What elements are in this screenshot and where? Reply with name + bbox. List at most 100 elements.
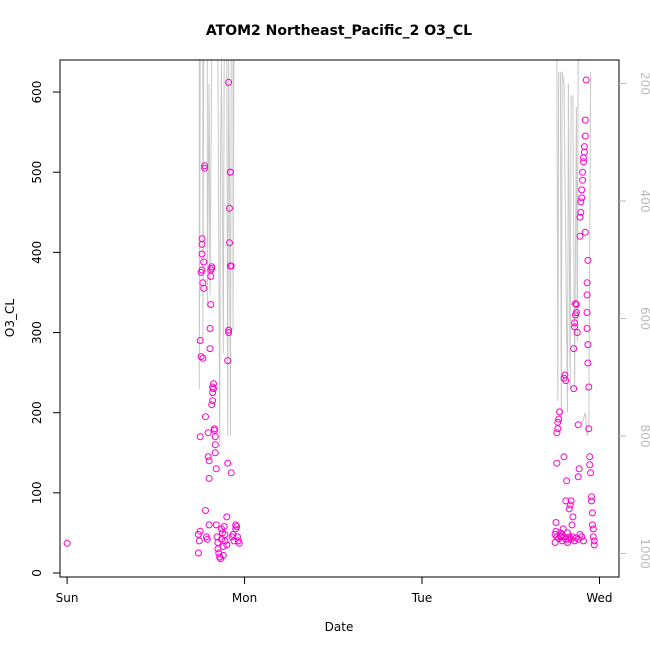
data-point xyxy=(234,533,241,541)
data-point xyxy=(204,453,212,461)
data-point xyxy=(223,513,231,521)
data-point xyxy=(555,415,563,423)
data-point xyxy=(560,453,568,461)
data-point xyxy=(583,325,591,332)
data-point xyxy=(587,469,595,477)
data-point xyxy=(585,425,593,433)
data-point xyxy=(585,383,593,391)
data-point xyxy=(576,213,584,221)
profile-line xyxy=(572,60,579,390)
data-point xyxy=(553,459,561,467)
data-point xyxy=(225,326,233,334)
data-point xyxy=(571,319,579,327)
data-point xyxy=(202,413,209,421)
profile-line xyxy=(198,60,201,390)
y2-tick-label: 800 xyxy=(638,425,650,448)
y-tick-label: 400 xyxy=(30,241,44,264)
data-point xyxy=(233,523,241,530)
data-point xyxy=(553,533,561,541)
data-point xyxy=(567,497,575,505)
data-point xyxy=(562,497,570,505)
data-point xyxy=(206,325,214,332)
data-point xyxy=(556,408,564,416)
y-tick-label: 500 xyxy=(30,161,44,184)
data-point xyxy=(211,441,219,449)
data-point xyxy=(195,537,203,545)
data-point xyxy=(579,176,587,184)
data-point xyxy=(200,258,208,266)
data-point xyxy=(578,194,586,202)
data-point xyxy=(579,168,587,176)
data-point xyxy=(207,272,215,280)
data-point xyxy=(581,228,589,236)
y-tick-label: 100 xyxy=(30,481,44,504)
profile-line xyxy=(551,60,560,401)
data-point xyxy=(572,309,580,316)
data-point xyxy=(572,301,580,308)
plot-area xyxy=(63,60,598,563)
y-axis-label: O3_CL xyxy=(3,299,17,337)
data-point xyxy=(569,513,577,521)
data-point xyxy=(584,341,592,349)
x-tick-label: Tue xyxy=(411,591,433,605)
data-point xyxy=(577,198,585,206)
data-point xyxy=(225,78,233,86)
data-point xyxy=(583,279,591,287)
data-point xyxy=(574,421,582,429)
data-point xyxy=(575,465,583,473)
y2-tick-label: 600 xyxy=(638,307,650,330)
data-point xyxy=(197,353,205,361)
data-point xyxy=(588,509,596,517)
data-point xyxy=(227,469,235,477)
data-point xyxy=(200,284,208,292)
data-point xyxy=(589,533,597,541)
data-point xyxy=(580,154,587,162)
data-point xyxy=(214,539,222,546)
data-point xyxy=(219,551,227,559)
data-point xyxy=(582,76,590,84)
data-point xyxy=(208,401,216,409)
data-point xyxy=(572,300,579,308)
data-point xyxy=(589,525,597,533)
profile-line xyxy=(559,71,572,419)
data-point xyxy=(553,429,561,437)
data-point xyxy=(225,329,233,336)
y2-tick-label: 200 xyxy=(638,72,650,95)
y-tick-label: 0 xyxy=(30,569,44,577)
data-point xyxy=(581,132,589,140)
data-point xyxy=(212,465,220,473)
data-point xyxy=(588,497,595,505)
data-point xyxy=(210,385,217,393)
y-tick-label: 200 xyxy=(30,401,44,424)
data-point xyxy=(206,345,214,353)
data-point xyxy=(207,301,215,308)
profile-line xyxy=(581,71,592,437)
profile-line xyxy=(217,60,225,448)
data-point xyxy=(196,433,204,441)
data-point xyxy=(568,521,576,529)
data-point xyxy=(584,359,592,367)
data-point xyxy=(565,505,573,513)
data-point xyxy=(212,521,220,529)
data-point xyxy=(583,291,591,299)
data-point xyxy=(226,204,233,212)
data-point xyxy=(211,433,219,441)
data-point xyxy=(552,519,560,526)
data-point xyxy=(586,453,594,461)
data-point xyxy=(205,474,213,482)
data-point xyxy=(196,337,204,344)
data-point xyxy=(576,232,584,240)
data-point xyxy=(588,521,596,529)
y2-tick-label: 1000 xyxy=(638,538,650,569)
data-point xyxy=(551,539,559,546)
data-point xyxy=(201,164,209,172)
data-point xyxy=(204,429,212,437)
data-point xyxy=(226,239,233,247)
data-point xyxy=(590,541,598,549)
right-y-axis: 200 400 600 800 1000 xyxy=(619,72,650,569)
data-point xyxy=(194,549,202,557)
profile-line xyxy=(232,60,235,331)
x-tick-label: Wed xyxy=(586,591,612,605)
data-point xyxy=(201,162,209,170)
data-point xyxy=(578,186,586,194)
